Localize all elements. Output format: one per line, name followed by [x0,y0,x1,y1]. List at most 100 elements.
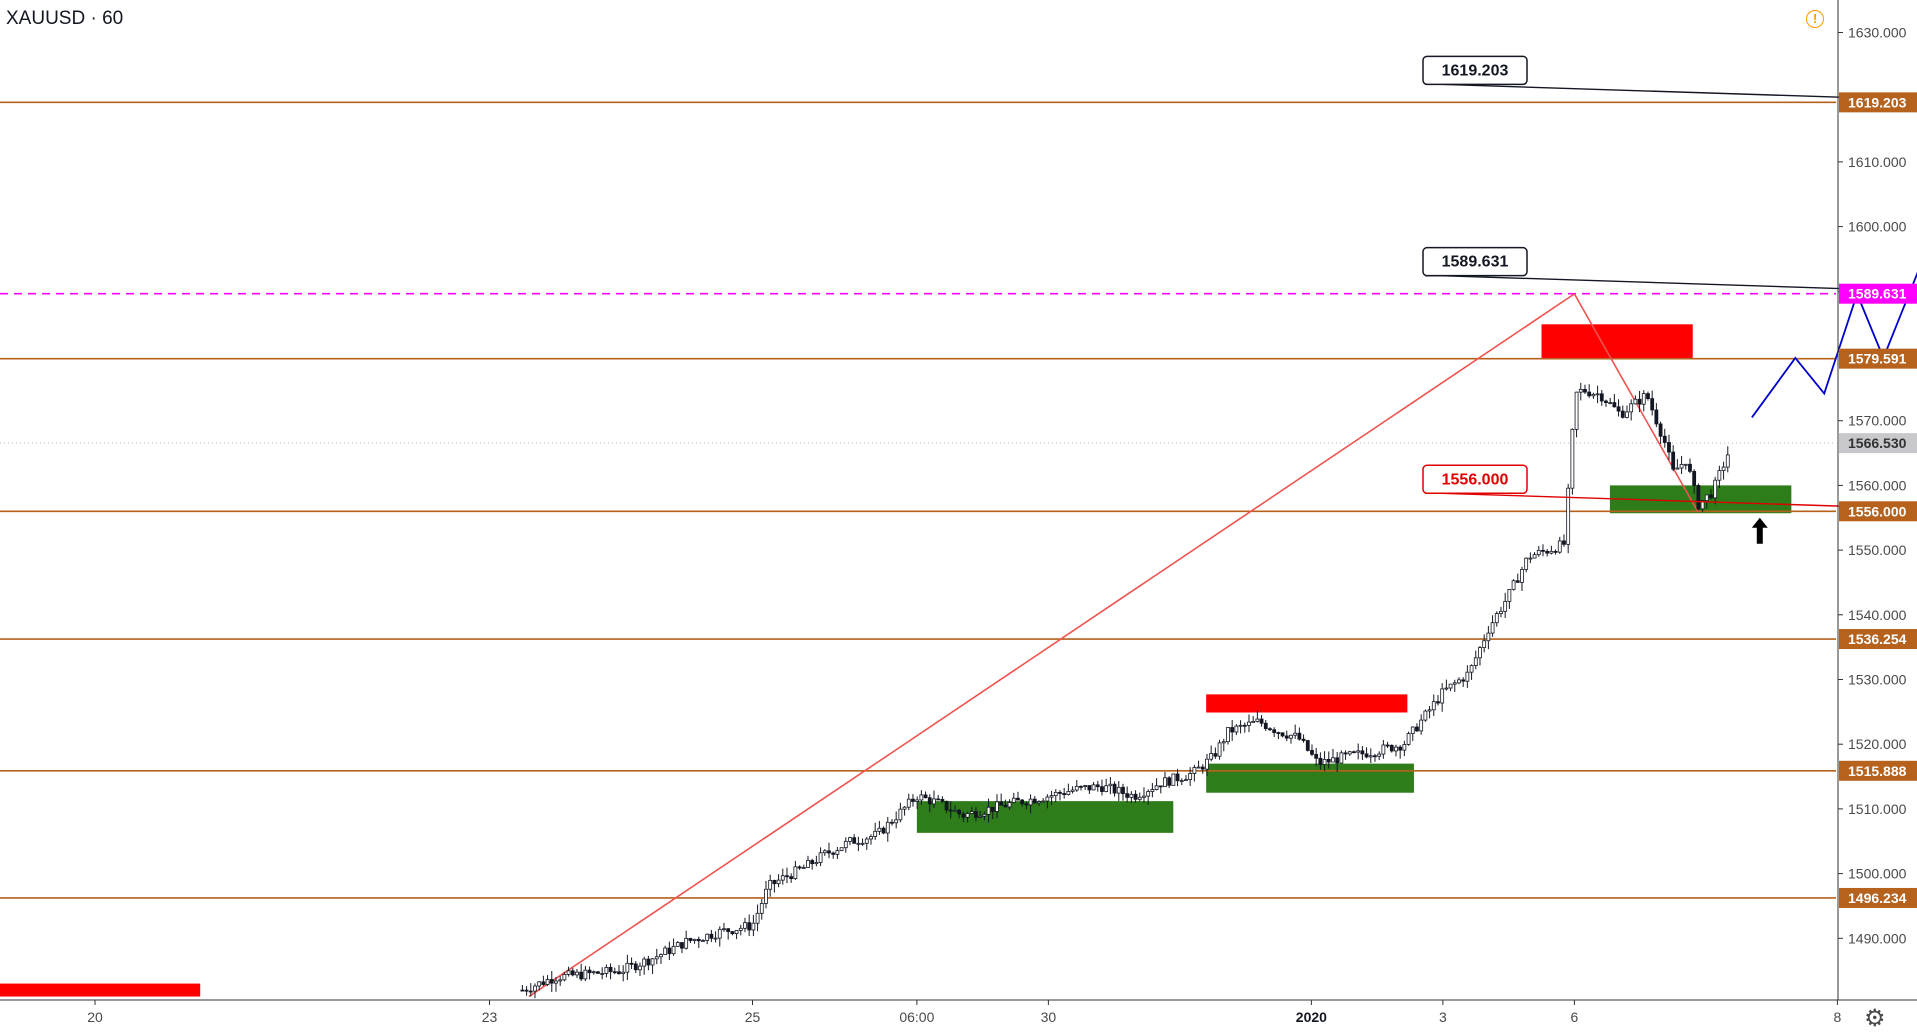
candle-body-66 [797,866,802,869]
candle-body-277 [1683,463,1688,466]
candle-body-52 [738,927,743,931]
projection-layer [1751,271,1917,544]
candle-body-218 [1436,701,1440,704]
candle-body-27 [633,963,638,971]
candle-body-138 [1100,786,1104,792]
candle-body-276 [1679,464,1684,469]
candle-body-282 [1704,494,1709,502]
candle-body-28 [638,965,642,971]
candle-body-112 [990,806,995,812]
candle-body-165 [1213,753,1218,757]
candle-body-179 [1272,729,1277,733]
candle-body-190 [1318,757,1323,765]
candle-body-206 [1385,744,1390,747]
level-badge-3 [1839,501,1917,522]
candle-body-208 [1394,746,1398,752]
candle-body-191 [1322,758,1327,765]
candle-body-264 [1629,403,1634,413]
candle-body-6 [545,979,550,985]
candle-body-57 [759,903,764,914]
candle-body-54 [747,922,752,931]
candle-body-10 [562,974,567,981]
candle-body-117 [1011,797,1016,803]
candle-body-94 [915,799,920,802]
candle-body-113 [995,801,999,812]
candle-body-3 [533,985,537,992]
candle-body-148 [1142,795,1146,798]
candle-body-37 [675,942,680,947]
levels-layer [0,101,1836,899]
candle-body-142 [1116,786,1121,794]
candle-body-159 [1188,773,1193,781]
candle-body-81 [860,842,865,845]
candle-body-232 [1494,613,1499,624]
arrow-up-icon [1751,517,1768,544]
candle-body-150 [1150,789,1155,792]
level-badge-label-0: 1619.203 [1848,94,1907,110]
candle-body-200 [1360,750,1365,755]
candle-body-171 [1238,724,1243,727]
level-badge-6 [1839,887,1917,908]
candle-body-251 [1574,391,1579,430]
candle-body-122 [1032,798,1037,804]
trend-layer [528,293,1699,998]
candle-body-274 [1671,451,1676,470]
candle-body-73 [827,850,831,854]
candle-body-280 [1696,485,1701,510]
candle-body-235 [1507,589,1512,602]
candle-body-77 [843,840,848,849]
time-tick-label-4: 30 [1041,1009,1057,1025]
candle-body-248 [1562,540,1566,545]
candle-body-14 [579,971,584,980]
candle-body-223 [1457,679,1461,684]
candle-body-92 [906,798,911,808]
candle-body-163 [1205,758,1209,770]
time-tick-label-6: 3 [1439,1009,1447,1025]
candle-body-108 [974,811,978,818]
candle-body-36 [671,945,676,955]
projection-path [1751,271,1917,418]
candle-body-1 [524,989,529,992]
trend-line-0 [528,293,1575,998]
candle-body-181 [1280,732,1285,737]
candle-body-4 [537,981,542,987]
candle-body-180 [1276,732,1281,734]
candle-body-75 [835,850,840,855]
candle-body-156 [1175,773,1180,782]
candle-body-184 [1293,732,1298,736]
warning-icon[interactable]: ! [1806,10,1824,28]
gear-icon[interactable]: ⚙ [1864,1004,1886,1032]
candle-body-118 [1016,797,1020,801]
candle-body-43 [701,940,705,942]
candle-body-250 [1570,428,1575,489]
candle-body-266 [1637,398,1642,405]
candle-body-68 [806,860,810,868]
candle-body-226 [1469,665,1474,673]
candle-body-254 [1587,391,1592,397]
candle-body-55 [751,922,756,931]
candle-body-58 [764,888,768,904]
candle-body-30 [646,958,651,966]
candle-body-217 [1431,701,1436,711]
candle-body-155 [1171,773,1176,786]
candle-body-20 [604,966,609,974]
candle-body-42 [696,938,701,942]
candle-body-23 [617,971,621,974]
price-tick-label-4: 1570.000 [1848,413,1907,429]
candle-body-32 [654,956,659,960]
candle-body-178 [1268,728,1272,731]
candle-body-215 [1423,710,1428,721]
candle-body-134 [1083,785,1088,787]
candle-body-103 [953,809,957,812]
level-badge-2 [1839,348,1917,369]
candle-body-71 [818,852,823,863]
candle-body-213 [1415,726,1419,732]
candle-body-38 [680,942,684,949]
candle-body-123 [1037,801,1041,804]
price-tick-label-1: 1610.000 [1848,154,1907,170]
candle-body-195 [1339,752,1344,764]
candle-body-16 [587,969,592,974]
candle-body-259 [1608,402,1613,404]
price-tick-label-5: 1560.000 [1848,477,1907,493]
candle-body-260 [1612,402,1617,408]
